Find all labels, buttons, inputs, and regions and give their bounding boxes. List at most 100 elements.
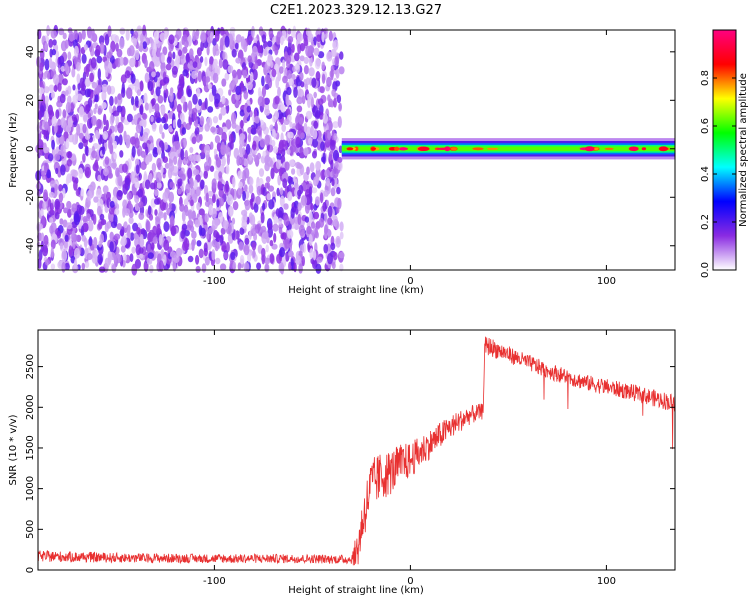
heatmap-noise-cell [225, 180, 229, 192]
x-tick-label: 100 [597, 576, 616, 587]
heatmap-noise-cell [228, 89, 232, 96]
heatmap-noise-cell [53, 84, 58, 93]
heatmap-noise-cell [309, 248, 314, 260]
heatmap-noise-cell [300, 81, 305, 88]
heatmap-noise-cell [189, 48, 194, 59]
heatmap-noise-cell [313, 91, 318, 99]
heatmap-noise-cell [304, 216, 310, 223]
heatmap-noise-cell [335, 80, 341, 87]
heatmap-noise-cell [272, 223, 279, 232]
heatmap-noise-cell [139, 80, 144, 92]
heatmap-noise-cell [305, 77, 310, 86]
heatmap-noise-cell [222, 220, 229, 230]
colorbar-tick-label: 0.6 [700, 118, 711, 134]
heatmap-noise-cell [51, 48, 57, 56]
heatmap-noise-cell [204, 256, 210, 266]
heatmap-noise-cell [38, 87, 45, 95]
heatmap-noise-cell [119, 150, 124, 158]
heatmap-noise-cell [303, 65, 309, 75]
heatmap-noise-cell [216, 142, 221, 152]
heatmap-noise-cell [171, 65, 178, 75]
y-tick-label: -20 [25, 189, 36, 205]
heatmap-noise-cell [300, 132, 305, 139]
heatmap-noise-cell [115, 254, 122, 264]
heatmap-noise-cell [107, 85, 112, 95]
heatmap-noise-cell [192, 93, 198, 105]
heatmap-noise-cell [182, 69, 189, 77]
heatmap-noise-cell [119, 37, 125, 50]
heatmap-noise-cell [315, 160, 321, 171]
heatmap-noise-cell [181, 127, 187, 135]
heatmap-noise-cell [244, 167, 250, 179]
heatmap-noise-cell [108, 172, 113, 179]
heatmap-noise-cell [290, 207, 295, 219]
heatmap-noise-cell [144, 102, 150, 111]
heatmap-noise-cell [338, 251, 345, 259]
heatmap-noise-cell [320, 169, 326, 180]
heatmap-noise-cell [60, 164, 66, 176]
heatmap-noise-cell [258, 26, 264, 36]
heatmap-noise-cell [75, 188, 80, 197]
heatmap-noise-cell [42, 201, 47, 210]
heatmap-noise-cell [163, 92, 167, 103]
heatmap-noise-cell [339, 263, 344, 272]
heatmap-noise-cell [53, 74, 60, 85]
heatmap-noise-cell [143, 171, 147, 183]
heatmap-noise-cell [279, 187, 284, 196]
heatmap-noise-cell [312, 138, 319, 148]
heatmap-noise-cell [219, 197, 225, 207]
heatmap-noise-cell [211, 84, 217, 97]
heatmap-noise-cell [65, 89, 69, 96]
heatmap-noise-cell [187, 167, 193, 180]
heatmap-noise-cell [168, 202, 172, 210]
heatmap-noise-cell [215, 43, 219, 52]
heatmap-noise-cell [116, 105, 123, 113]
heatmap-noise-cell [306, 225, 312, 235]
heatmap-noise-cell [177, 159, 182, 170]
heatmap-noise-cell [64, 262, 70, 271]
heatmap-noise-cell [191, 70, 198, 79]
heatmap-noise-cell [183, 229, 190, 237]
heatmap-noise-cell [102, 130, 109, 140]
heatmap-noise-cell [220, 106, 227, 116]
heatmap-noise-cell [56, 230, 62, 239]
heatmap-noise-cell [337, 116, 342, 128]
heatmap-noise-cell [267, 40, 273, 48]
heatmap-noise-cell [136, 227, 141, 235]
heatmap-noise-cell [84, 166, 92, 179]
heatmap-band-peak [628, 146, 639, 152]
heatmap-band-peak [472, 147, 484, 151]
heatmap-noise-cell [269, 124, 274, 131]
heatmap-noise-cell [293, 262, 297, 273]
heatmap-noise-cell [268, 199, 275, 210]
heatmap-noise-cell [172, 119, 177, 129]
heatmap-noise-cell [319, 86, 325, 94]
heatmap-noise-cell [213, 58, 218, 67]
heatmap-noise-cell [337, 197, 342, 210]
heatmap-noise-cell [207, 106, 214, 113]
heatmap-noise-cell [163, 212, 167, 221]
heatmap-noise-cell [128, 45, 135, 57]
heatmap-noise-cell [232, 176, 236, 188]
heatmap-noise-cell [66, 125, 72, 133]
heatmap-noise-cell [207, 190, 214, 197]
heatmap-noise-cell [183, 198, 189, 207]
heatmap-noise-cell [188, 210, 193, 222]
heatmap-noise-cell [204, 200, 211, 207]
heatmap-noise-cell [92, 213, 97, 225]
heatmap-noise-cell [218, 171, 223, 179]
heatmap-noise-cell [131, 246, 136, 254]
heatmap-noise-cell [274, 95, 280, 105]
heatmap-noise-cell [286, 148, 291, 155]
heatmap-noise-cell [209, 31, 214, 42]
heatmap-noise-cell [47, 153, 54, 162]
heatmap-noise-cell [330, 242, 336, 251]
heatmap-noise-cell [94, 94, 99, 103]
heatmap-noise-cell [287, 175, 293, 184]
heatmap-noise-cell [168, 163, 175, 173]
heatmap-noise-cell [62, 78, 68, 86]
heatmap-noise-cell [115, 203, 120, 211]
heatmap-noise-cell [261, 75, 265, 87]
heatmap-noise-cell [339, 51, 344, 60]
heatmap-noise-cell [87, 222, 94, 232]
